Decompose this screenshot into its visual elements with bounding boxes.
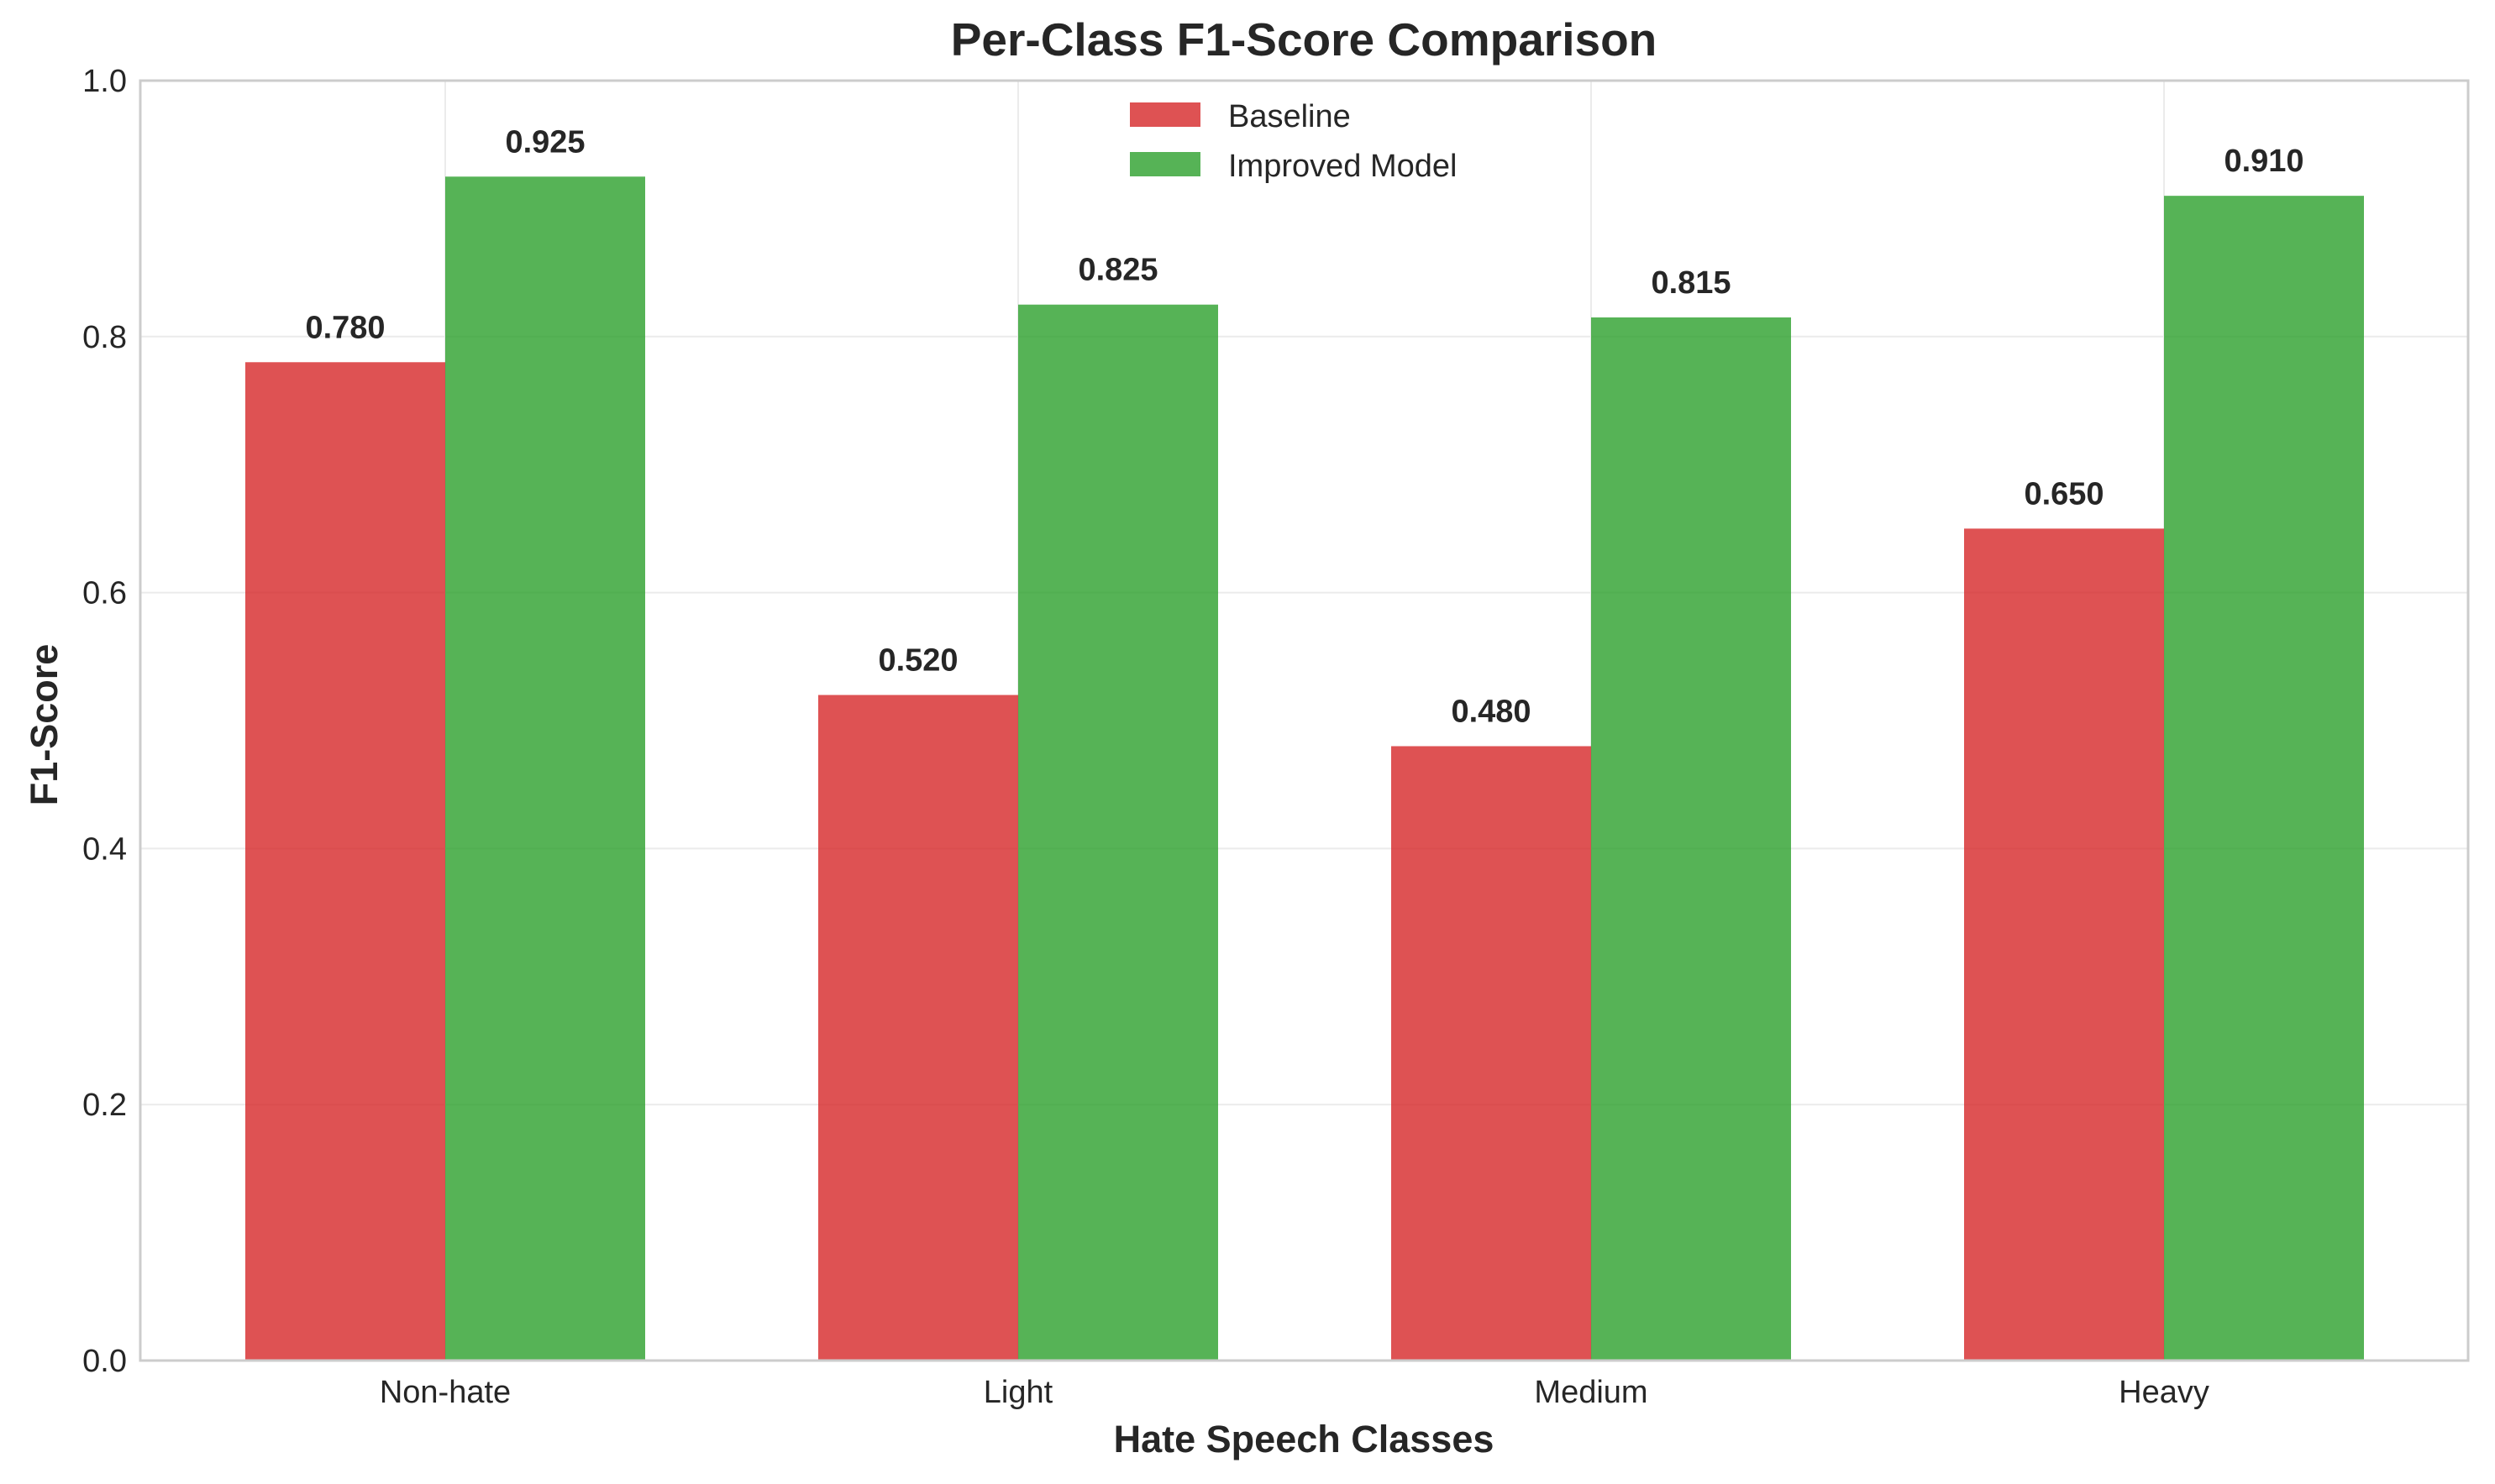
y-tick-label: 1.0 [82,64,127,99]
bar-improved-model-medium [1591,317,1791,1361]
x-tick-label: Heavy [2119,1375,2209,1410]
data-label: 0.780 [305,310,385,345]
y-tick-label: 0.4 [82,831,127,867]
y-tick-label: 0.2 [82,1088,127,1123]
axis-ticks: 0.0 0.2 0.4 0.6 0.8 1.0 Non-hate Light Medium Hea… [82,64,2209,1410]
y-axis-label: F1-Score [23,644,66,806]
legend: Baseline Improved Model [1130,99,1457,184]
legend-label: Baseline [1228,99,1351,134]
y-tick-label: 0.0 [82,1344,127,1379]
bar-improved-model-heavy [2164,196,2364,1361]
legend-swatch [1130,152,1200,176]
data-label: 0.925 [505,124,585,160]
chart-title: Per-Class F1-Score Comparison [951,13,1657,66]
data-label: 0.650 [2024,476,2104,511]
data-label: 0.825 [1078,253,1158,288]
x-tick-label: Medium [1534,1375,1647,1410]
legend-swatch [1130,102,1200,127]
bar-improved-model-light [1018,304,1218,1361]
data-label: 0.815 [1651,265,1731,301]
bar-baseline-non-hate [245,362,445,1361]
bar-baseline-heavy [1964,528,2164,1361]
data-label: 0.480 [1451,694,1531,729]
bar-baseline-light [818,695,1018,1361]
y-tick-label: 0.8 [82,320,127,355]
x-tick-label: Light [984,1375,1053,1410]
legend-label: Improved Model [1228,149,1457,184]
data-label: 0.910 [2224,144,2303,179]
x-axis-label: Hate Speech Classes [1114,1418,1494,1460]
plot-border [139,79,2470,1362]
bar-improved-model-non-hate [445,176,645,1361]
x-tick-label: Non-hate [380,1375,511,1410]
data-labels: 0.780 0.925 0.520 0.825 0.480 0.815 0.650 0.910 [305,124,2303,729]
bars [245,176,2364,1361]
plot-frame [139,79,2470,1362]
data-label: 0.520 [878,643,958,679]
bar-baseline-medium [1391,746,1591,1361]
y-tick-label: 0.6 [82,576,127,611]
